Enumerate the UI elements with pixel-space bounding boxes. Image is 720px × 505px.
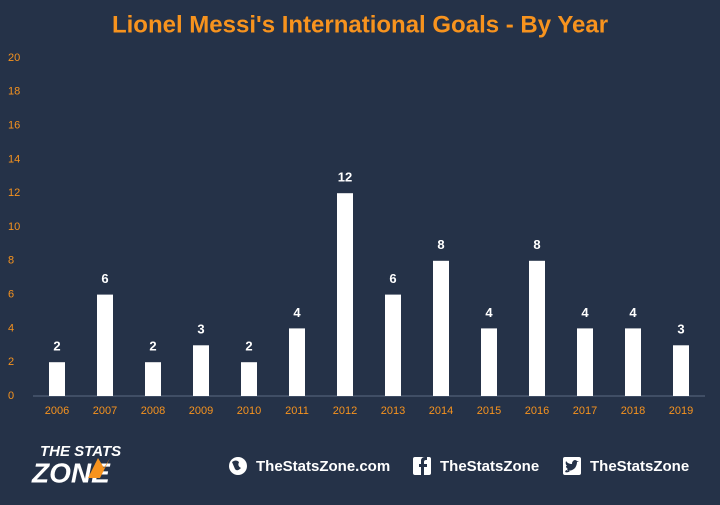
x-tick-label: 2009 — [189, 405, 213, 417]
value-label: 2 — [149, 339, 156, 354]
x-tick-label: 2008 — [141, 405, 165, 417]
value-label: 3 — [677, 322, 684, 337]
x-tick-label: 2019 — [669, 405, 693, 417]
y-tick-label: 10 — [8, 221, 20, 233]
facebook: TheStatsZone — [440, 458, 539, 475]
bar — [49, 362, 65, 396]
value-label: 8 — [533, 237, 540, 252]
value-label: 4 — [293, 305, 301, 320]
logo-mark — [88, 458, 110, 478]
bar — [529, 260, 545, 396]
bar — [385, 294, 401, 396]
globe-icon — [229, 457, 247, 475]
twitter: TheStatsZone — [590, 458, 689, 475]
value-label: 6 — [101, 271, 108, 286]
website: TheStatsZone.com — [256, 458, 390, 475]
x-tick-label: 2018 — [621, 405, 645, 417]
bar — [433, 260, 449, 396]
x-tick-label: 2013 — [381, 405, 405, 417]
y-tick-label: 4 — [8, 322, 14, 334]
bar — [97, 294, 113, 396]
value-label: 6 — [389, 271, 396, 286]
bar — [289, 328, 305, 396]
x-tick-label: 2010 — [237, 405, 261, 417]
y-tick-label: 18 — [8, 86, 20, 98]
x-tick-label: 2015 — [477, 405, 501, 417]
x-tick-label: 2016 — [525, 405, 549, 417]
y-tick-label: 20 — [8, 52, 20, 64]
x-tick-label: 2011 — [285, 405, 309, 417]
x-tick-label: 2007 — [93, 405, 117, 417]
x-tick-label: 2012 — [333, 405, 357, 417]
value-label: 2 — [53, 339, 60, 354]
chart-title: Lionel Messi's International Goals - By … — [112, 11, 608, 38]
y-tick-label: 16 — [8, 120, 20, 132]
value-label: 4 — [581, 305, 589, 320]
logo: THE STATS ZONE — [31, 443, 121, 488]
bar — [241, 362, 257, 396]
x-tick-label: 2017 — [573, 405, 597, 417]
bar — [193, 345, 209, 396]
logo-top: THE STATS — [40, 443, 121, 460]
bar — [481, 328, 497, 396]
value-label: 3 — [197, 322, 204, 337]
twitter-icon — [563, 457, 581, 475]
bar — [145, 362, 161, 396]
y-tick-label: 8 — [8, 255, 14, 267]
bar — [673, 345, 689, 396]
x-tick-label: 2014 — [429, 405, 453, 417]
y-tick-label: 14 — [8, 153, 20, 165]
bar — [337, 193, 353, 396]
value-label: 4 — [629, 305, 637, 320]
value-label: 2 — [245, 339, 252, 354]
x-tick-label: 2006 — [45, 405, 69, 417]
y-tick-label: 6 — [8, 289, 14, 301]
value-label: 4 — [485, 305, 493, 320]
y-tick-label: 2 — [8, 356, 14, 368]
value-label: 8 — [437, 237, 444, 252]
facebook-icon — [413, 457, 431, 475]
bar — [625, 328, 641, 396]
value-label: 12 — [338, 170, 352, 185]
bar — [577, 328, 593, 396]
y-tick-label: 0 — [8, 390, 14, 402]
y-tick-label: 12 — [8, 187, 20, 199]
